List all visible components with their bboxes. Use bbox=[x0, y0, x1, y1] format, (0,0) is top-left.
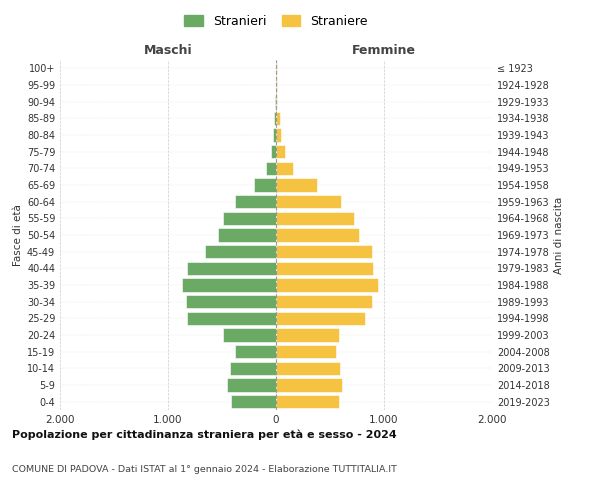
Bar bbox=[276, 195, 341, 208]
Bar bbox=[276, 295, 372, 308]
Bar bbox=[276, 362, 340, 375]
Bar bbox=[276, 112, 280, 125]
Bar bbox=[276, 95, 277, 108]
Text: Popolazione per cittadinanza straniera per età e sesso - 2024: Popolazione per cittadinanza straniera p… bbox=[12, 430, 397, 440]
Bar bbox=[235, 195, 276, 208]
Bar bbox=[276, 128, 281, 141]
Text: Femmine: Femmine bbox=[352, 44, 416, 57]
Bar bbox=[276, 145, 284, 158]
Bar bbox=[230, 395, 276, 408]
Bar bbox=[227, 378, 276, 392]
Bar bbox=[276, 328, 338, 342]
Bar bbox=[276, 228, 359, 241]
Bar bbox=[276, 212, 354, 225]
Text: Maschi: Maschi bbox=[143, 44, 193, 57]
Bar bbox=[276, 178, 317, 192]
Bar bbox=[205, 245, 276, 258]
Bar bbox=[187, 262, 276, 275]
Y-axis label: Fasce di età: Fasce di età bbox=[13, 204, 23, 266]
Bar bbox=[271, 145, 276, 158]
Bar bbox=[182, 278, 276, 291]
Bar bbox=[187, 312, 276, 325]
Bar bbox=[230, 362, 276, 375]
Bar bbox=[274, 112, 276, 125]
Bar bbox=[266, 162, 276, 175]
Bar bbox=[276, 345, 337, 358]
Bar bbox=[223, 212, 276, 225]
Bar bbox=[276, 245, 372, 258]
Text: COMUNE DI PADOVA - Dati ISTAT al 1° gennaio 2024 - Elaborazione TUTTITALIA.IT: COMUNE DI PADOVA - Dati ISTAT al 1° genn… bbox=[12, 465, 397, 474]
Bar bbox=[276, 262, 373, 275]
Bar bbox=[254, 178, 276, 192]
Bar bbox=[218, 228, 276, 241]
Bar bbox=[223, 328, 276, 342]
Y-axis label: Anni di nascita: Anni di nascita bbox=[554, 196, 564, 274]
Bar bbox=[276, 395, 338, 408]
Bar bbox=[276, 312, 365, 325]
Bar bbox=[235, 345, 276, 358]
Bar bbox=[276, 162, 293, 175]
Bar bbox=[276, 278, 377, 291]
Legend: Stranieri, Straniere: Stranieri, Straniere bbox=[181, 11, 371, 32]
Bar bbox=[276, 378, 342, 392]
Bar bbox=[273, 128, 276, 141]
Bar bbox=[187, 295, 276, 308]
